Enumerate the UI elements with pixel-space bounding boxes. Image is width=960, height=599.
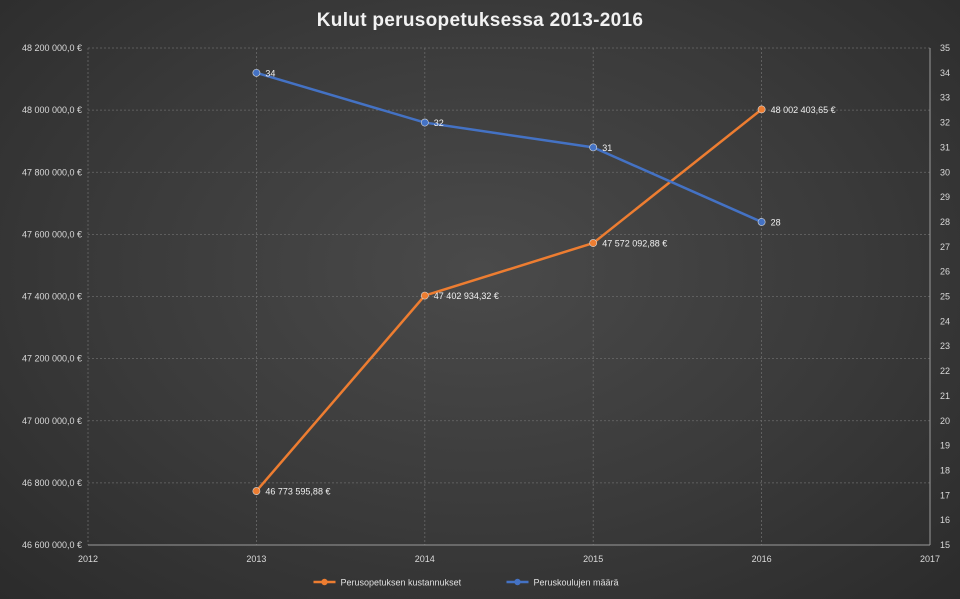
y2-tick-label: 21	[940, 391, 950, 401]
y2-tick-label: 24	[940, 316, 950, 326]
legend-swatch-marker	[514, 578, 521, 586]
y2-tick-label: 23	[940, 341, 950, 351]
y2-tick-label: 32	[940, 118, 950, 128]
legend-label: Perusopetuksen kustannukset	[341, 578, 462, 588]
y2-tick-label: 29	[940, 192, 950, 202]
y2-tick-label: 33	[940, 93, 950, 103]
x-tick-label: 2012	[78, 554, 98, 564]
y2-tick-label: 19	[940, 441, 950, 451]
x-tick-label: 2017	[920, 554, 940, 564]
data-point	[589, 143, 598, 152]
data-point	[757, 218, 766, 226]
data-label: 48 002 403,65 €	[771, 105, 836, 115]
y-tick-label: 47 400 000,0 €	[22, 292, 82, 302]
series-line-1	[255, 108, 763, 492]
data-point	[420, 291, 429, 300]
data-label: 47 572 092,88 €	[602, 239, 667, 249]
chart-title: Kulut perusopetuksessa 2013-2016	[316, 10, 644, 31]
data-label: 28	[771, 217, 781, 227]
data-point	[420, 118, 429, 127]
y2-tick-label: 16	[940, 515, 950, 525]
y-tick-label: 47 800 000,0 €	[22, 167, 82, 177]
y2-tick-label: 20	[940, 416, 950, 426]
y2-tick-label: 30	[940, 167, 950, 177]
y2-tick-label: 34	[940, 68, 950, 78]
x-tick-label: 2016	[752, 554, 772, 564]
data-point	[589, 239, 598, 247]
y2-tick-label: 31	[940, 142, 950, 152]
x-tick-label: 2014	[415, 554, 435, 564]
data-label: 32	[434, 118, 444, 128]
y2-tick-label: 25	[940, 292, 950, 302]
x-tick-label: 2015	[583, 554, 603, 564]
y-tick-label: 47 200 000,0 €	[22, 354, 82, 364]
y2-tick-label: 17	[940, 490, 950, 500]
legend-label: Peruskoulujen määrä	[534, 578, 619, 588]
y2-tick-label: 26	[940, 267, 950, 277]
y2-tick-label: 35	[940, 43, 950, 53]
y2-tick-label: 28	[940, 217, 950, 227]
x-tick-label: 2013	[246, 554, 266, 564]
data-label: 31	[602, 143, 612, 153]
data-point	[252, 68, 261, 77]
data-label: 34	[265, 68, 275, 78]
y2-tick-label: 18	[940, 465, 950, 475]
y-tick-label: 46 800 000,0 €	[22, 478, 82, 488]
y2-tick-label: 15	[940, 540, 950, 550]
data-label: 46 773 595,88 €	[265, 487, 330, 497]
y2-tick-label: 27	[940, 242, 950, 252]
series-line-2	[256, 71, 763, 224]
data-point	[252, 487, 261, 495]
y-tick-label: 46 600 000,0 €	[22, 540, 82, 550]
y-tick-label: 47 000 000,0 €	[22, 416, 82, 426]
legend-swatch-marker	[321, 578, 328, 586]
data-label: 47 402 934,32 €	[434, 291, 499, 301]
y-tick-label: 48 200 000,0 €	[22, 43, 82, 53]
y2-tick-label: 22	[940, 366, 950, 376]
data-point	[757, 105, 766, 114]
y-tick-label: 48 000 000,0 €	[22, 105, 82, 115]
y-tick-label: 47 600 000,0 €	[22, 229, 82, 239]
